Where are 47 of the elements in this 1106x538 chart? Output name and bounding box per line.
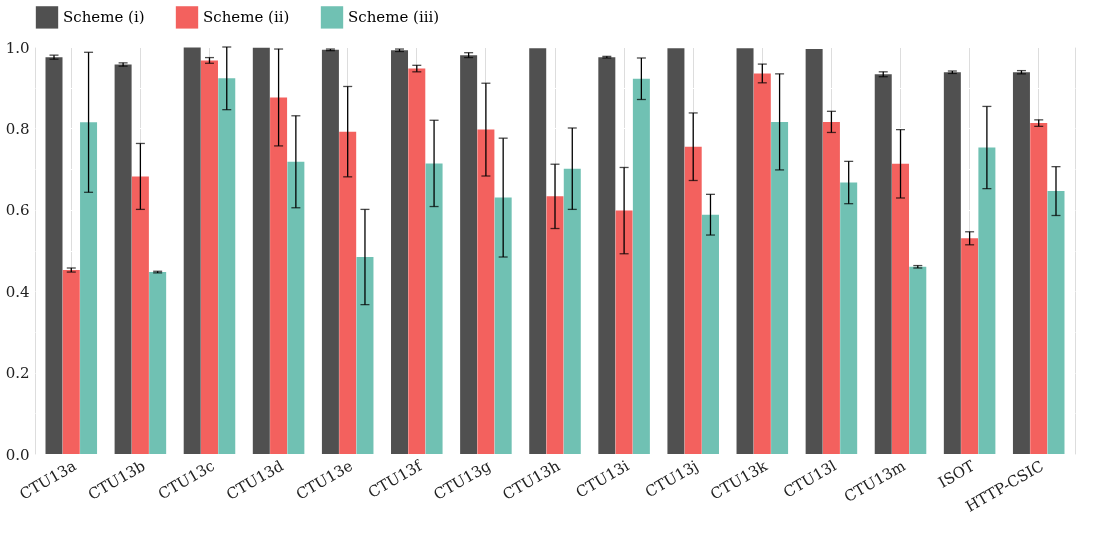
bar bbox=[252, 47, 270, 454]
bar bbox=[667, 48, 685, 454]
bar bbox=[598, 57, 616, 454]
bar bbox=[183, 47, 201, 454]
bar bbox=[529, 48, 547, 454]
bar bbox=[563, 168, 581, 454]
bar bbox=[632, 78, 650, 454]
bar bbox=[753, 73, 771, 454]
bar bbox=[494, 197, 512, 454]
bar bbox=[1012, 72, 1030, 454]
bar bbox=[80, 122, 98, 454]
bar bbox=[218, 78, 236, 454]
y-tick-label: 0.0 bbox=[5, 445, 30, 464]
bar bbox=[546, 196, 564, 454]
bar bbox=[477, 129, 495, 454]
bar bbox=[1047, 191, 1065, 454]
y-tick-label: 0.4 bbox=[5, 282, 30, 301]
bar bbox=[615, 210, 633, 454]
bar bbox=[391, 50, 409, 454]
bar bbox=[701, 214, 719, 454]
bar bbox=[356, 257, 374, 454]
bar bbox=[287, 161, 305, 454]
bar bbox=[961, 238, 979, 454]
bar bbox=[736, 48, 754, 454]
bar bbox=[339, 131, 357, 454]
legend-label: Scheme (ii) bbox=[203, 8, 290, 27]
bar bbox=[684, 146, 702, 454]
bar bbox=[114, 64, 132, 454]
bar bbox=[978, 147, 996, 454]
bar bbox=[270, 97, 288, 454]
bar bbox=[892, 163, 910, 454]
bar bbox=[822, 121, 840, 454]
bar bbox=[321, 49, 339, 454]
bar bbox=[149, 272, 167, 454]
legend-label: Scheme (i) bbox=[63, 8, 145, 27]
bar bbox=[909, 266, 927, 454]
bar bbox=[805, 49, 823, 454]
bar bbox=[771, 121, 789, 454]
y-tick-label: 0.2 bbox=[5, 364, 30, 383]
bar bbox=[131, 176, 149, 454]
legend-label: Scheme (iii) bbox=[348, 8, 440, 27]
y-tick-label: 0.8 bbox=[5, 119, 30, 138]
bar bbox=[425, 163, 443, 454]
bar bbox=[943, 72, 961, 454]
y-tick-label: 0.6 bbox=[5, 201, 30, 220]
y-tick-label: 1.0 bbox=[5, 38, 30, 57]
bar bbox=[840, 182, 858, 454]
